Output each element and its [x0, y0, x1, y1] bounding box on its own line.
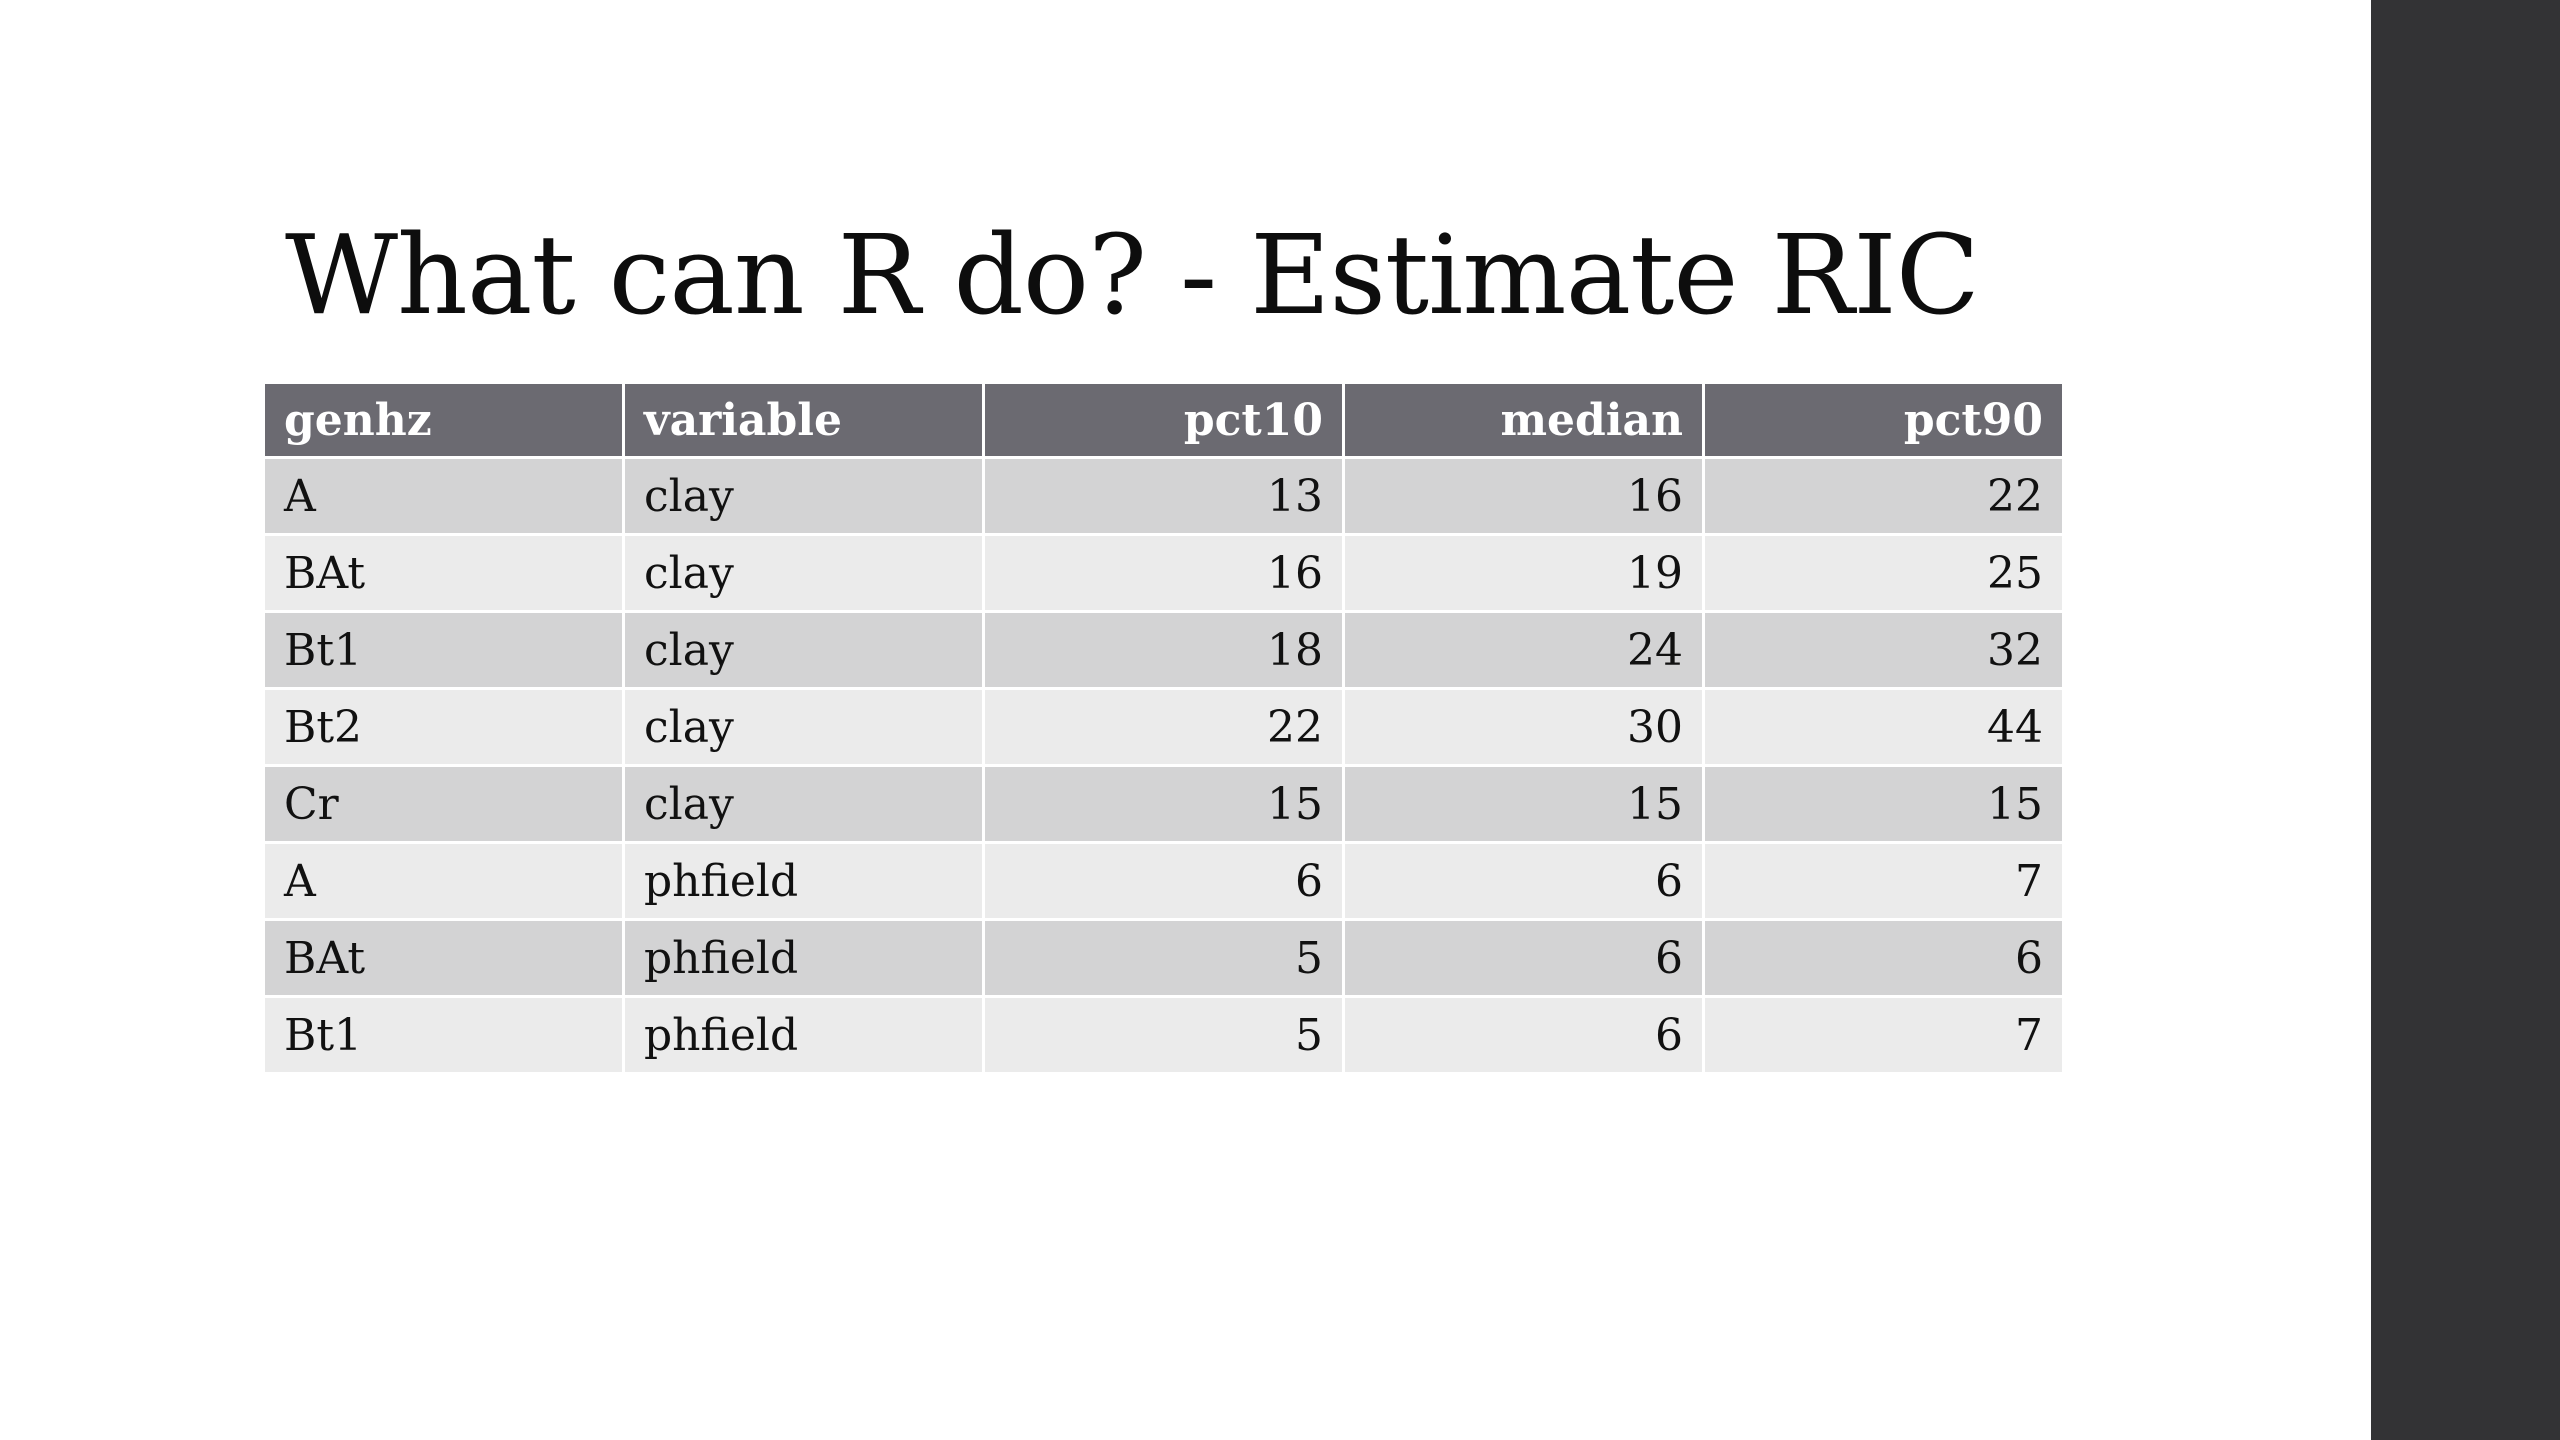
cell-pct10: 22 — [985, 690, 1342, 764]
slide-title: What can R do? - Estimate RIC — [285, 211, 1980, 339]
table-header: genhz variable pct10 median pct90 — [265, 384, 2062, 456]
column-header-pct10: pct10 — [985, 384, 1342, 456]
table-row: BAt clay 16 19 25 — [265, 536, 2062, 610]
table-row: Bt1 clay 18 24 32 — [265, 613, 2062, 687]
cell-median: 19 — [1345, 536, 1702, 610]
cell-genhz: A — [265, 844, 622, 918]
cell-pct10: 18 — [985, 613, 1342, 687]
data-table: genhz variable pct10 median pct90 A clay… — [262, 381, 2065, 1075]
cell-genhz: BAt — [265, 921, 622, 995]
cell-pct10: 5 — [985, 998, 1342, 1072]
table-row: Bt1 phfield 5 6 7 — [265, 998, 2062, 1072]
cell-pct10: 6 — [985, 844, 1342, 918]
column-header-median: median — [1345, 384, 1702, 456]
header-row: genhz variable pct10 median pct90 — [265, 384, 2062, 456]
cell-genhz: Cr — [265, 767, 622, 841]
table-row: Cr clay 15 15 15 — [265, 767, 2062, 841]
cell-median: 6 — [1345, 844, 1702, 918]
cell-pct10: 16 — [985, 536, 1342, 610]
cell-median: 16 — [1345, 459, 1702, 533]
cell-pct90: 7 — [1705, 844, 2062, 918]
column-header-genhz: genhz — [265, 384, 622, 456]
cell-median: 24 — [1345, 613, 1702, 687]
cell-pct90: 22 — [1705, 459, 2062, 533]
cell-variable: clay — [625, 613, 982, 687]
cell-median: 6 — [1345, 998, 1702, 1072]
cell-variable: clay — [625, 767, 982, 841]
cell-pct10: 5 — [985, 921, 1342, 995]
cell-pct90: 32 — [1705, 613, 2062, 687]
cell-pct10: 15 — [985, 767, 1342, 841]
cell-pct90: 7 — [1705, 998, 2062, 1072]
table-row: Bt2 clay 22 30 44 — [265, 690, 2062, 764]
cell-genhz: Bt1 — [265, 998, 622, 1072]
cell-median: 6 — [1345, 921, 1702, 995]
cell-genhz: Bt2 — [265, 690, 622, 764]
cell-variable: phfield — [625, 921, 982, 995]
cell-pct90: 25 — [1705, 536, 2062, 610]
cell-variable: phfield — [625, 998, 982, 1072]
cell-genhz: Bt1 — [265, 613, 622, 687]
table-row: A clay 13 16 22 — [265, 459, 2062, 533]
column-header-pct90: pct90 — [1705, 384, 2062, 456]
column-header-variable: variable — [625, 384, 982, 456]
cell-median: 15 — [1345, 767, 1702, 841]
cell-genhz: BAt — [265, 536, 622, 610]
cell-pct10: 13 — [985, 459, 1342, 533]
table-row: BAt phfield 5 6 6 — [265, 921, 2062, 995]
cell-pct90: 15 — [1705, 767, 2062, 841]
side-bar — [2371, 0, 2560, 1440]
cell-median: 30 — [1345, 690, 1702, 764]
cell-pct90: 6 — [1705, 921, 2062, 995]
cell-variable: clay — [625, 690, 982, 764]
table-body: A clay 13 16 22 BAt clay 16 19 25 Bt1 cl… — [265, 459, 2062, 1072]
table-row: A phfield 6 6 7 — [265, 844, 2062, 918]
cell-genhz: A — [265, 459, 622, 533]
cell-variable: clay — [625, 459, 982, 533]
cell-variable: phfield — [625, 844, 982, 918]
cell-variable: clay — [625, 536, 982, 610]
cell-pct90: 44 — [1705, 690, 2062, 764]
